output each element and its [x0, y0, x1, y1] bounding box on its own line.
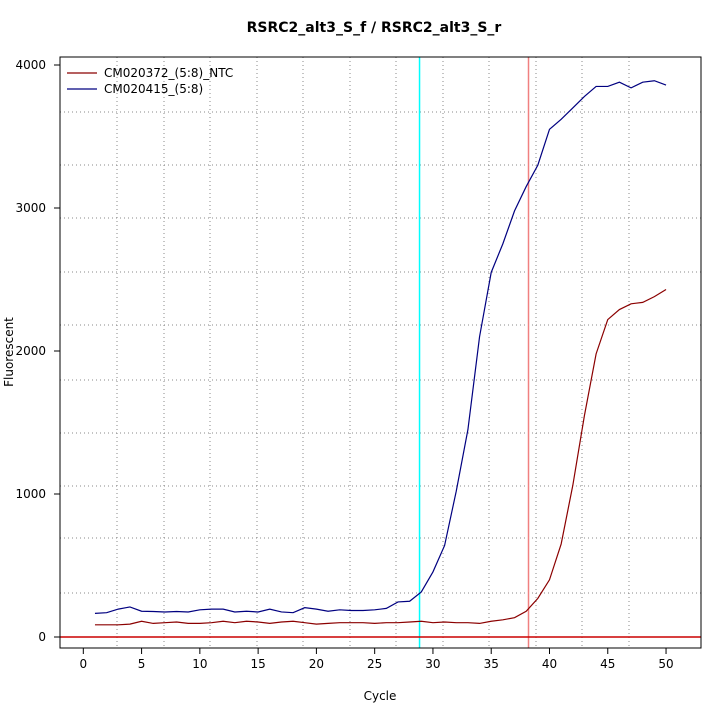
x-axis-label: Cycle — [364, 689, 397, 703]
x-tick-label: 35 — [484, 657, 499, 671]
y-tick-label: 3000 — [15, 201, 46, 215]
plot-frame — [59, 56, 702, 649]
x-tick-label: 0 — [79, 657, 87, 671]
x-tick-label: 20 — [309, 657, 324, 671]
x-tick-label: 5 — [138, 657, 146, 671]
x-tick-label: 10 — [192, 657, 207, 671]
x-tick-label: 15 — [250, 657, 265, 671]
series-line — [94, 80, 667, 614]
y-tick-label: 4000 — [15, 58, 46, 72]
x-tick-label: 30 — [425, 657, 440, 671]
y-tick-label: 1000 — [15, 487, 46, 501]
y-tick-label: 0 — [38, 630, 46, 644]
series-line — [94, 288, 667, 626]
x-tick-label: 25 — [367, 657, 382, 671]
x-tick-label: 40 — [542, 657, 557, 671]
legend-label: CM020415_(5:8) — [104, 82, 203, 96]
y-axis-label: Fluorescent — [2, 317, 16, 387]
legend-label: CM020372_(5:8)_NTC — [104, 66, 233, 80]
y-tick-label: 2000 — [15, 344, 46, 358]
x-tick-label: 45 — [600, 657, 615, 671]
chart-title: RSRC2_alt3_S_f / RSRC2_alt3_S_r — [247, 20, 502, 36]
x-tick-label: 50 — [658, 657, 673, 671]
